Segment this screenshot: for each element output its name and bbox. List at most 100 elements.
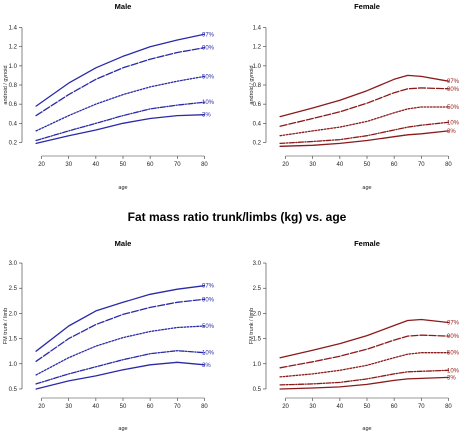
percentile-label: 90%: [202, 297, 215, 303]
y-tick-label: 0.6: [253, 102, 262, 108]
percentile-line-97: [35, 33, 206, 107]
y-tick-label: 1.0: [9, 64, 18, 70]
x-axis-label: age: [118, 426, 127, 432]
y-tick-label: 1.4: [253, 26, 262, 32]
y-tick-label: 1.2: [9, 45, 18, 51]
x-tick-label: 40: [93, 404, 100, 410]
y-tick-label: 0.8: [9, 83, 18, 89]
x-tick-label: 80: [445, 404, 452, 410]
y-axis-label: FM trunk / limb: [249, 308, 255, 344]
x-tick-label: 60: [391, 162, 398, 168]
percentile-line-50: [35, 75, 206, 132]
x-tick-label: 80: [201, 162, 208, 168]
percentile-line-97: [279, 74, 450, 118]
y-tick-label: 0.5: [253, 387, 262, 393]
y-tick-label: 3.0: [9, 261, 18, 267]
panel-title: Male: [115, 239, 132, 248]
x-axis-label: age: [118, 185, 127, 191]
percentile-line-50: [35, 325, 206, 376]
percentile-label: 10%: [447, 120, 460, 126]
percentile-label: 97%: [202, 32, 215, 38]
percentile-label: 10%: [202, 100, 215, 106]
percentile-line-10: [35, 101, 206, 142]
x-tick-label: 40: [337, 404, 344, 410]
percentile-line-97: [279, 318, 450, 359]
y-tick-label: 1.5: [9, 337, 18, 343]
percentile-label: 3%: [202, 113, 211, 119]
percentile-line-90: [35, 47, 206, 117]
panel-title: Male: [115, 2, 132, 11]
x-tick-label: 50: [364, 162, 371, 168]
percentile-label: 50%: [202, 324, 215, 330]
x-tick-label: 40: [337, 162, 344, 168]
x-tick-label: 50: [120, 162, 127, 168]
y-tick-label: 0.6: [9, 102, 18, 108]
percentile-label: 50%: [447, 105, 460, 111]
x-tick-label: 60: [391, 404, 398, 410]
percentile-label: 90%: [447, 87, 460, 93]
x-axis-label: age: [362, 185, 371, 191]
y-axis-label: android / gynoid: [249, 65, 255, 104]
x-tick-label: 80: [445, 162, 452, 168]
x-tick-label: 70: [418, 162, 425, 168]
x-tick-label: 30: [309, 162, 316, 168]
x-axis-label: age: [362, 426, 371, 432]
y-tick-label: 2.5: [253, 286, 262, 292]
y-tick-label: 1.0: [253, 64, 262, 70]
x-tick-label: 60: [147, 404, 154, 410]
percentile-label: 90%: [202, 46, 215, 52]
percentile-line-90: [35, 298, 206, 362]
x-tick-label: 30: [309, 404, 316, 410]
section-title-fat-mass-ratio: Fat mass ratio trunk/limbs (kg) vs. age: [128, 210, 347, 224]
y-tick-label: 2.5: [9, 286, 18, 292]
x-tick-label: 70: [174, 162, 181, 168]
percentile-line-50: [279, 352, 450, 378]
x-tick-label: 40: [93, 162, 100, 168]
x-tick-label: 20: [282, 162, 289, 168]
x-tick-label: 30: [65, 404, 72, 410]
percentile-label: 3%: [447, 375, 456, 381]
percentile-line-10: [279, 369, 450, 386]
y-axis-label: android / gynoid: [3, 65, 9, 104]
percentile-label: 97%: [447, 320, 460, 326]
percentile-label: 50%: [202, 74, 215, 80]
percentile-label: 50%: [447, 351, 460, 357]
panel-title: Female: [354, 2, 380, 11]
percentile-label: 90%: [447, 334, 460, 340]
percentile-label: 3%: [202, 363, 211, 369]
y-tick-label: 0.2: [253, 140, 262, 146]
y-tick-label: 3.0: [253, 261, 262, 267]
y-tick-label: 1.2: [253, 45, 262, 51]
y-tick-label: 0.4: [253, 121, 262, 127]
y-tick-label: 2.0: [9, 311, 18, 317]
percentile-line-10: [279, 121, 450, 145]
percentile-label: 97%: [202, 284, 215, 290]
x-tick-label: 20: [282, 404, 289, 410]
percentile-line-3: [35, 114, 206, 145]
x-tick-label: 30: [65, 162, 72, 168]
chart-panel-4: Female 20 30 40 50 60 70 80 0.5 1.0 1.5 2.0 2.5 3.0 ag…: [249, 239, 460, 432]
percentile-line-3: [279, 130, 450, 147]
x-tick-label: 70: [174, 404, 181, 410]
y-axis-label: FM trunk / limb: [3, 308, 9, 344]
y-tick-label: 0.8: [253, 83, 262, 89]
percentile-label: 10%: [447, 368, 460, 374]
y-tick-label: 1.0: [9, 362, 18, 368]
y-tick-label: 1.5: [253, 337, 262, 343]
chart-panel-3: Male 20 30 40 50 60 70 80 0.5 1.0 1.5 2.0 2.5 3.0 age F…: [3, 239, 215, 432]
y-tick-label: 0.5: [9, 387, 18, 393]
percentile-label: 3%: [447, 129, 456, 135]
y-tick-label: 0.2: [9, 140, 18, 146]
y-tick-label: 1.0: [253, 362, 262, 368]
x-tick-label: 70: [418, 404, 425, 410]
x-tick-label: 20: [38, 162, 45, 168]
percentile-line-97: [35, 285, 206, 352]
x-tick-label: 80: [201, 404, 208, 410]
percentile-line-10: [35, 350, 206, 385]
percentile-label: 10%: [202, 351, 215, 357]
chart-panel-2: Female 20 30 40 50 60 70 80 0.2 0.4 0.6 0.8 1.0 1.2 1.…: [249, 2, 460, 191]
x-tick-label: 50: [364, 404, 371, 410]
x-tick-label: 50: [120, 404, 127, 410]
x-tick-label: 20: [38, 404, 45, 410]
y-tick-label: 1.4: [9, 26, 18, 32]
